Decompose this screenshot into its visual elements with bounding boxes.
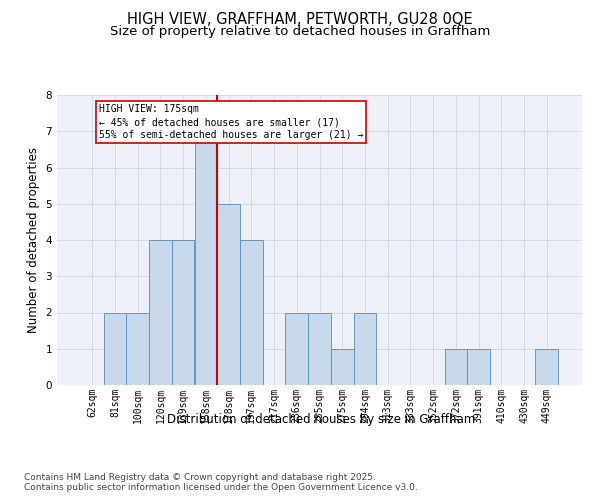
Bar — [331, 349, 353, 385]
Text: Distribution of detached houses by size in Graffham: Distribution of detached houses by size … — [167, 412, 475, 426]
Bar — [172, 240, 194, 385]
Bar — [286, 312, 308, 385]
Text: Contains public sector information licensed under the Open Government Licence v3: Contains public sector information licen… — [24, 484, 418, 492]
Y-axis label: Number of detached properties: Number of detached properties — [27, 147, 40, 333]
Bar — [104, 312, 127, 385]
Bar — [194, 132, 217, 385]
Bar — [445, 349, 467, 385]
Text: HIGH VIEW, GRAFFHAM, PETWORTH, GU28 0QE: HIGH VIEW, GRAFFHAM, PETWORTH, GU28 0QE — [127, 12, 473, 28]
Bar — [149, 240, 172, 385]
Bar — [217, 204, 240, 385]
Bar — [240, 240, 263, 385]
Bar — [308, 312, 331, 385]
Bar — [353, 312, 376, 385]
Bar — [535, 349, 558, 385]
Bar — [467, 349, 490, 385]
Text: Size of property relative to detached houses in Graffham: Size of property relative to detached ho… — [110, 25, 490, 38]
Text: HIGH VIEW: 175sqm
← 45% of detached houses are smaller (17)
55% of semi-detached: HIGH VIEW: 175sqm ← 45% of detached hous… — [99, 104, 364, 141]
Text: Contains HM Land Registry data © Crown copyright and database right 2025.: Contains HM Land Registry data © Crown c… — [24, 472, 376, 482]
Bar — [127, 312, 149, 385]
